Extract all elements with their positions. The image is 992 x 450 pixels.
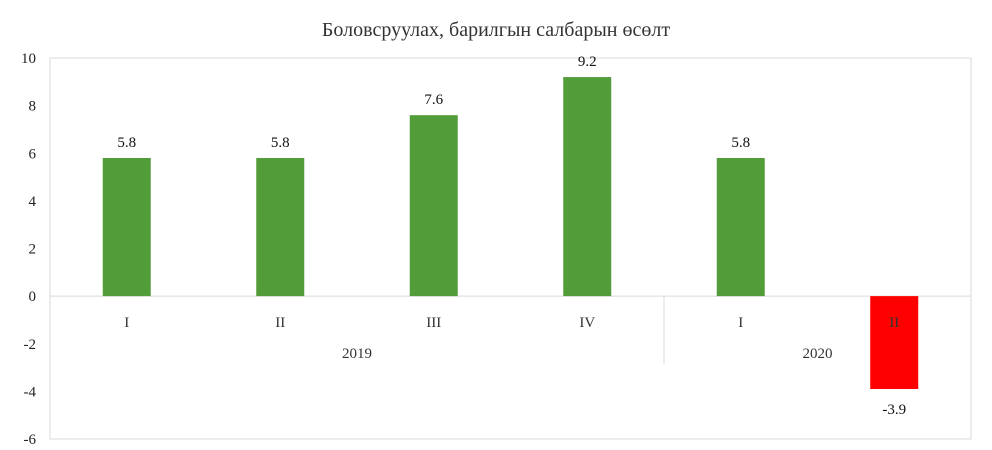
group-label: 2019	[342, 346, 372, 362]
y-tick-label: -2	[24, 337, 37, 353]
category-label: III	[426, 315, 441, 331]
y-tick-label: 4	[29, 194, 37, 210]
bar	[256, 158, 305, 297]
group-label: 2020	[803, 346, 833, 362]
category-label: IV	[579, 315, 595, 331]
bars-group	[102, 77, 919, 389]
y-tick-label: 0	[29, 289, 37, 305]
bar	[563, 77, 612, 297]
y-axis-ticks: 10 8 6 4 2 0 -2 -4 -6	[21, 51, 971, 448]
data-label: 7.6	[424, 92, 443, 108]
y-tick-label: 6	[29, 146, 37, 162]
category-labels-group: I II III IV I II	[124, 315, 899, 331]
data-labels-group: 5.8 5.8 7.6 9.2 5.8 -3.9	[117, 54, 906, 418]
data-label: -3.9	[882, 402, 906, 418]
bar	[716, 158, 765, 297]
bar	[409, 115, 458, 297]
category-label: II	[275, 315, 285, 331]
y-tick-label: -6	[24, 432, 37, 448]
data-label: 5.8	[271, 135, 290, 151]
group-labels-group: 2019 2020	[342, 296, 833, 365]
y-tick-label: -4	[24, 384, 37, 400]
plot-frame	[49, 57, 972, 440]
category-label: I	[124, 315, 129, 331]
y-tick-label: 10	[21, 51, 36, 67]
data-label: 5.8	[731, 135, 750, 151]
category-label: II	[889, 315, 899, 331]
bar	[102, 158, 151, 297]
bar	[870, 296, 919, 389]
y-tick-label: 8	[29, 99, 37, 115]
data-label: 5.8	[117, 135, 136, 151]
category-label: I	[738, 315, 743, 331]
data-label: 9.2	[578, 54, 597, 70]
chart-title: Боловсруулах, барилгын салбарын өсөлт	[322, 19, 670, 41]
y-tick-label: 2	[29, 242, 37, 258]
